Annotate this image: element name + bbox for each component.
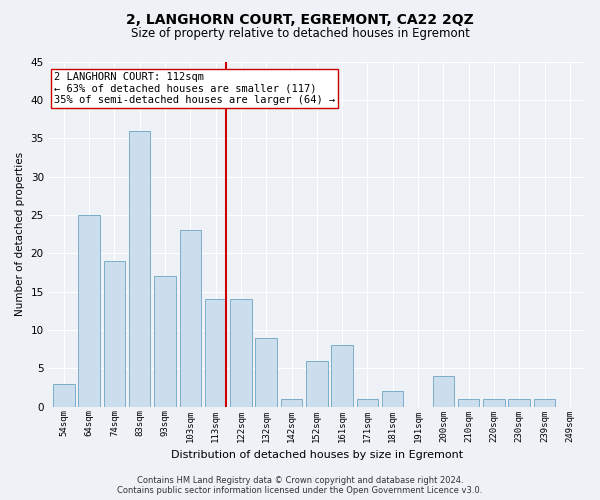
Bar — [382, 392, 403, 406]
Bar — [79, 215, 100, 406]
Bar — [306, 360, 328, 406]
Y-axis label: Number of detached properties: Number of detached properties — [15, 152, 25, 316]
Bar — [154, 276, 176, 406]
Bar — [331, 346, 353, 406]
Bar — [534, 399, 555, 406]
Bar — [230, 300, 251, 406]
Bar — [256, 338, 277, 406]
Bar — [508, 399, 530, 406]
Bar — [433, 376, 454, 406]
Bar — [129, 130, 151, 406]
Bar — [179, 230, 201, 406]
Bar — [53, 384, 74, 406]
Bar — [104, 261, 125, 406]
Text: 2 LANGHORN COURT: 112sqm
← 63% of detached houses are smaller (117)
35% of semi-: 2 LANGHORN COURT: 112sqm ← 63% of detach… — [54, 72, 335, 105]
Text: Size of property relative to detached houses in Egremont: Size of property relative to detached ho… — [131, 28, 469, 40]
Bar — [356, 399, 378, 406]
Bar — [281, 399, 302, 406]
Bar — [458, 399, 479, 406]
Bar — [205, 300, 226, 406]
Bar — [483, 399, 505, 406]
X-axis label: Distribution of detached houses by size in Egremont: Distribution of detached houses by size … — [171, 450, 463, 460]
Text: 2, LANGHORN COURT, EGREMONT, CA22 2QZ: 2, LANGHORN COURT, EGREMONT, CA22 2QZ — [126, 12, 474, 26]
Text: Contains HM Land Registry data © Crown copyright and database right 2024.
Contai: Contains HM Land Registry data © Crown c… — [118, 476, 482, 495]
